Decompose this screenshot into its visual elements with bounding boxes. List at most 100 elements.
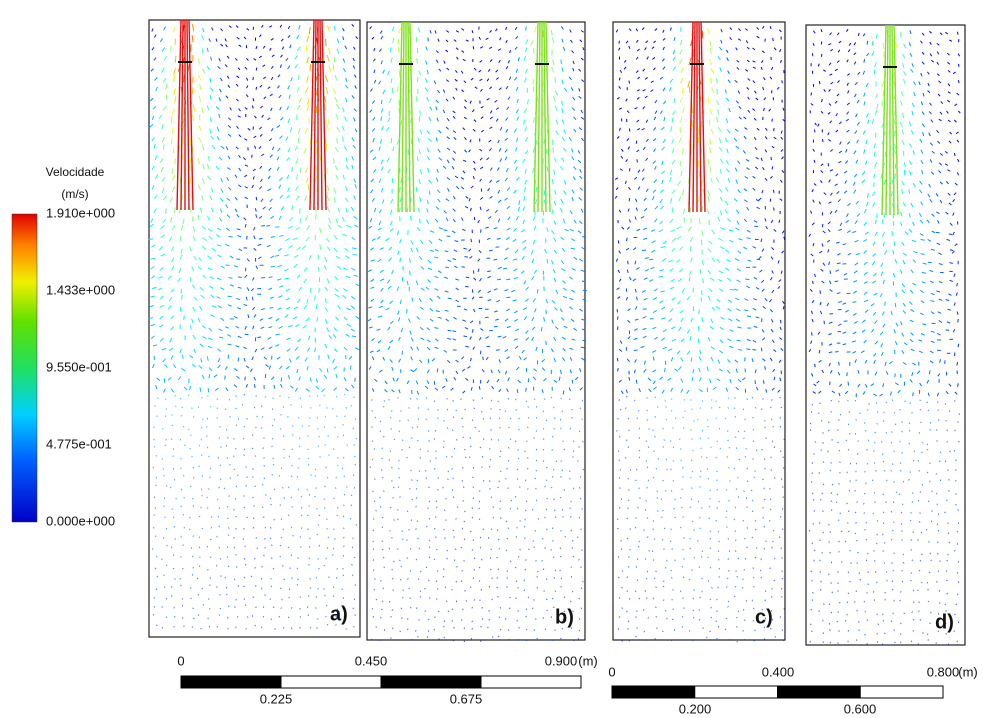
vector bbox=[272, 408, 273, 409]
vector bbox=[479, 490, 480, 491]
vector bbox=[720, 448, 721, 449]
vector bbox=[728, 601, 729, 602]
vector bbox=[699, 310, 700, 315]
vector bbox=[571, 530, 572, 531]
vector bbox=[828, 430, 829, 431]
vector bbox=[753, 586, 754, 587]
vector bbox=[155, 568, 156, 569]
vector bbox=[675, 499, 676, 500]
vector bbox=[220, 479, 221, 480]
vector bbox=[902, 431, 903, 432]
vector bbox=[729, 639, 730, 640]
vector bbox=[536, 406, 537, 407]
vector bbox=[282, 487, 283, 488]
vector bbox=[373, 541, 374, 542]
vector bbox=[430, 460, 431, 461]
vector bbox=[526, 559, 527, 560]
vector bbox=[481, 626, 482, 627]
vector bbox=[716, 520, 717, 521]
vector bbox=[255, 567, 256, 568]
vector bbox=[765, 366, 766, 370]
vector bbox=[291, 555, 292, 556]
vector bbox=[474, 558, 475, 559]
vector bbox=[813, 499, 814, 500]
vector bbox=[555, 591, 556, 592]
vector bbox=[429, 191, 430, 195]
vector bbox=[243, 586, 244, 587]
vector bbox=[616, 430, 617, 431]
vector bbox=[252, 297, 253, 301]
vector bbox=[515, 441, 516, 442]
vector bbox=[318, 559, 319, 560]
vector bbox=[235, 606, 236, 607]
vector bbox=[564, 489, 565, 490]
vector bbox=[281, 414, 282, 415]
vector bbox=[308, 458, 309, 459]
vector bbox=[700, 476, 701, 477]
vector bbox=[645, 258, 649, 259]
vector bbox=[524, 580, 525, 581]
vector bbox=[729, 500, 730, 501]
vector bbox=[902, 422, 903, 423]
vector bbox=[922, 452, 923, 453]
vector bbox=[782, 557, 783, 558]
vector bbox=[382, 541, 383, 542]
vector bbox=[503, 268, 507, 269]
vector bbox=[830, 270, 831, 273]
vector bbox=[256, 607, 257, 608]
vector bbox=[884, 412, 885, 413]
vector bbox=[191, 408, 192, 409]
vector bbox=[570, 601, 571, 602]
vector bbox=[782, 629, 783, 630]
vector bbox=[320, 155, 321, 161]
vector bbox=[256, 68, 257, 71]
vector bbox=[443, 230, 447, 231]
vector bbox=[370, 467, 371, 468]
vector bbox=[735, 416, 736, 417]
vector bbox=[661, 499, 662, 500]
vector bbox=[406, 540, 407, 541]
vector bbox=[908, 479, 909, 480]
vector bbox=[645, 509, 646, 510]
vector bbox=[764, 458, 765, 459]
vector bbox=[420, 571, 421, 572]
vector bbox=[149, 318, 153, 319]
vector bbox=[390, 450, 391, 451]
vector bbox=[398, 519, 399, 520]
vector bbox=[500, 629, 501, 630]
vector bbox=[327, 547, 328, 548]
vector bbox=[209, 456, 210, 457]
vector bbox=[665, 567, 666, 568]
vector bbox=[333, 158, 334, 164]
vector bbox=[166, 616, 167, 617]
vector bbox=[208, 598, 209, 599]
vector bbox=[573, 450, 574, 451]
vector bbox=[276, 334, 280, 335]
vector bbox=[407, 629, 408, 630]
vector bbox=[217, 499, 218, 500]
vector bbox=[219, 526, 220, 527]
vector bbox=[656, 607, 657, 608]
vector bbox=[325, 444, 326, 445]
vector bbox=[579, 517, 580, 518]
vector bbox=[308, 529, 309, 530]
vector bbox=[693, 450, 694, 451]
vector bbox=[182, 617, 183, 618]
vector bbox=[525, 510, 526, 511]
vector bbox=[298, 75, 299, 80]
vector bbox=[270, 504, 271, 505]
panel: d) bbox=[806, 25, 965, 645]
vector bbox=[703, 627, 704, 628]
vector bbox=[619, 460, 620, 461]
vector bbox=[280, 428, 281, 429]
vector bbox=[256, 427, 257, 428]
vector bbox=[545, 629, 546, 630]
vector bbox=[689, 86, 690, 93]
vector bbox=[384, 400, 385, 401]
vector bbox=[448, 471, 449, 472]
vector bbox=[622, 608, 623, 609]
vector bbox=[747, 238, 751, 239]
vector bbox=[743, 409, 744, 410]
vector bbox=[618, 450, 619, 451]
vector bbox=[647, 467, 648, 468]
